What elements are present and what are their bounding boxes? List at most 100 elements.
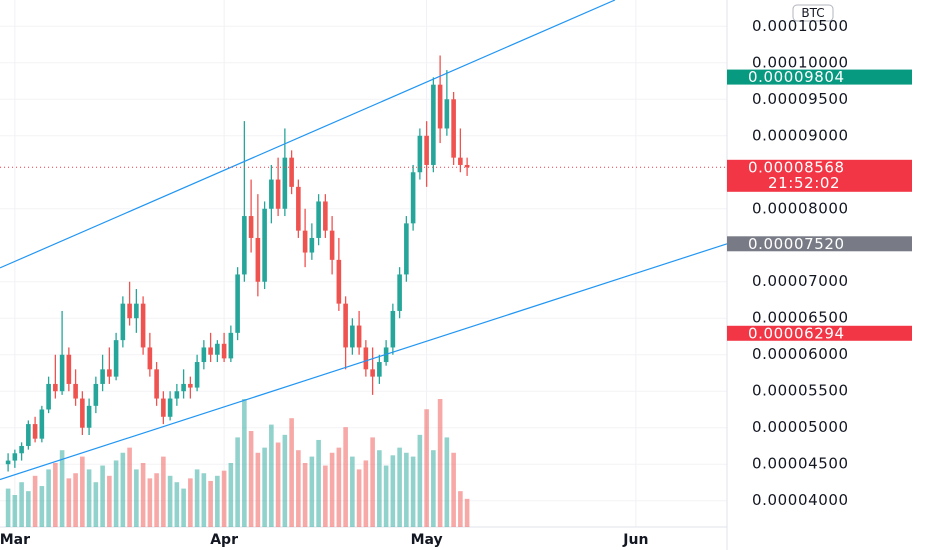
candle-body [343, 303, 348, 348]
x-tick-label: Jun [622, 532, 648, 548]
volume-bar [356, 469, 362, 527]
candle-body [235, 274, 240, 333]
candle-body [12, 453, 18, 461]
volume-bar [336, 447, 342, 527]
candle-body [390, 310, 396, 348]
candle-body [53, 383, 58, 392]
candle-body [275, 179, 281, 209]
candle-body [127, 303, 132, 319]
candle-body [356, 325, 362, 348]
candle-body [309, 237, 315, 253]
candle-body [140, 303, 146, 348]
volume-bar [59, 450, 65, 527]
candle-body [302, 230, 308, 253]
volume-bar [167, 475, 173, 527]
volume-bar [188, 478, 193, 527]
candle-body [188, 383, 193, 388]
candle-body [113, 340, 119, 377]
candle-body [424, 135, 429, 165]
volume-bar [215, 475, 220, 527]
volume-bar [32, 475, 38, 527]
bar-countdown: 21:52:02 [768, 174, 840, 192]
candle-body [282, 157, 288, 209]
volume-bar [140, 463, 146, 527]
y-tick-label: 0.00009500 [752, 90, 849, 108]
volume-bar [363, 460, 369, 527]
candle-body [208, 347, 213, 355]
candle-body [228, 332, 234, 359]
price-label: 0.00006294 [748, 324, 845, 342]
volume-bar [397, 447, 402, 527]
volume-bar [134, 469, 139, 527]
volume-bar [100, 465, 105, 527]
volume-bar [46, 469, 51, 527]
volume-bar [296, 450, 301, 527]
volume-bar [370, 437, 375, 527]
candle-body [194, 362, 200, 388]
candle-body [161, 398, 166, 417]
candle-body [80, 398, 85, 428]
candle-body [451, 99, 456, 158]
candle-body [410, 172, 416, 224]
volume-bar [19, 482, 24, 527]
volume-bar [181, 488, 186, 527]
candle-body [316, 201, 321, 238]
y-tick-label: 0.00004000 [752, 491, 849, 509]
volume-bar [113, 460, 119, 527]
y-tick-label: 0.00009000 [752, 126, 849, 144]
volume-bar [255, 452, 261, 527]
volume-bar [464, 498, 470, 527]
volume-bar [329, 452, 335, 527]
candle-body [93, 383, 99, 406]
candle-body [329, 230, 335, 260]
candle-body [437, 84, 443, 129]
volume-bar [282, 434, 288, 527]
candle-body [377, 362, 382, 377]
volume-bar [147, 478, 153, 527]
candle-body [336, 259, 342, 304]
candle-body [296, 186, 301, 231]
candle-body [26, 424, 31, 446]
candle-body [120, 303, 126, 341]
trendline [0, 0, 616, 269]
volume-bar [235, 437, 240, 527]
y-tick-label: 0.00006500 [752, 309, 849, 327]
price-label-box [727, 236, 912, 252]
volume-bar [323, 465, 328, 527]
candle-body [32, 424, 38, 439]
x-tick-label: May [411, 532, 443, 548]
volume-bar [242, 399, 247, 527]
volume-bar [309, 456, 315, 527]
volume-bar [174, 482, 180, 527]
candle-body [215, 343, 220, 355]
quote-badge [792, 4, 834, 22]
volume-bar [80, 456, 85, 527]
candle-body [289, 157, 294, 187]
candle-body [431, 84, 436, 165]
volume-bar [410, 456, 416, 527]
y-tick-label: 0.00007000 [752, 272, 849, 290]
volume-bar [424, 409, 429, 527]
volume-bar [417, 434, 423, 527]
candle-body [66, 354, 72, 384]
candle-body [86, 405, 92, 428]
candle-body [262, 208, 267, 282]
candle-body [370, 369, 375, 377]
candle-body [458, 157, 463, 165]
volume-bar [201, 473, 207, 527]
candle-body [464, 164, 470, 168]
candle-body [100, 369, 105, 384]
volume-bar [93, 482, 99, 527]
volume-bar [154, 473, 159, 527]
candle-body [134, 303, 139, 319]
volume-bar [289, 418, 294, 527]
quote-currency: BTC [801, 6, 824, 20]
volume-bar [86, 469, 92, 527]
volume-bar [343, 427, 348, 527]
volume-bar [26, 491, 31, 527]
volume-bar [127, 447, 132, 527]
volume-bar [302, 463, 308, 527]
y-tick-label: 0.00005000 [752, 418, 849, 436]
candle-body [444, 99, 450, 129]
